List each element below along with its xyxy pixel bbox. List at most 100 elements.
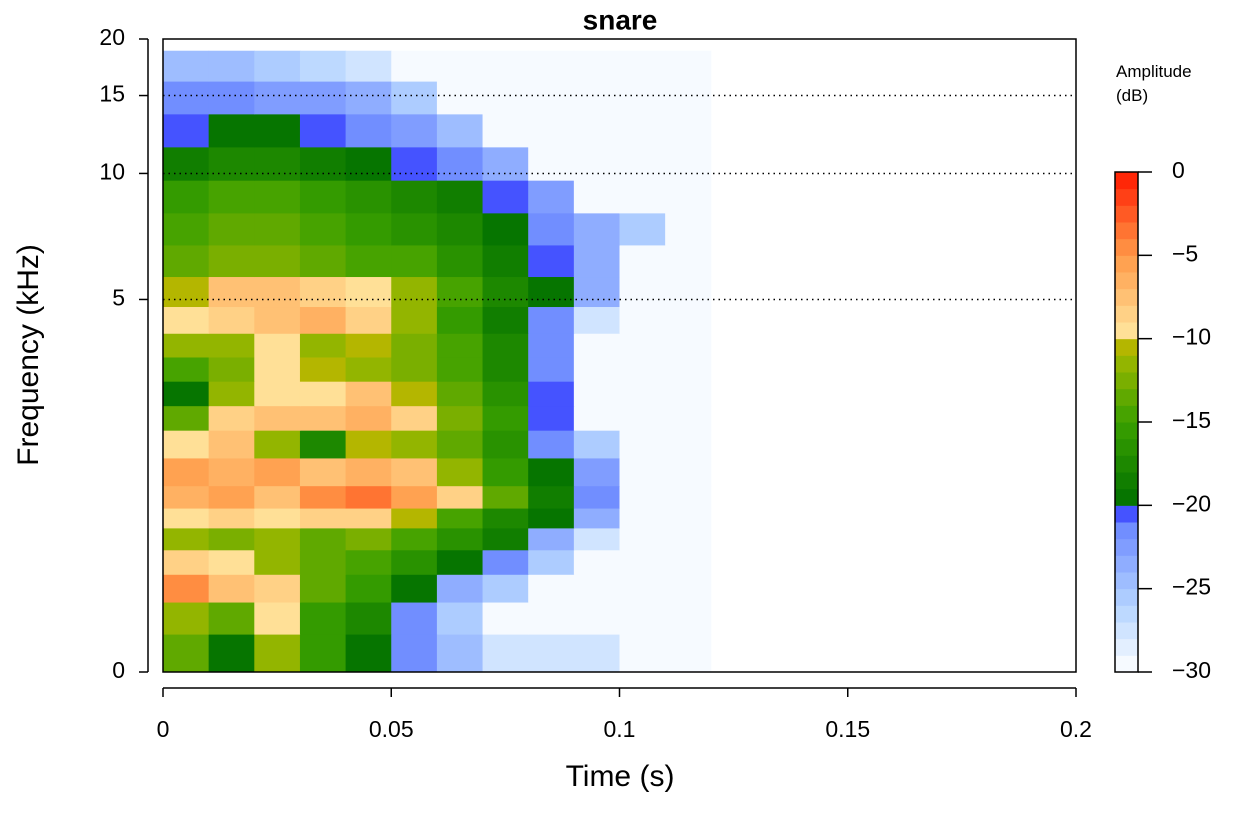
cell [300,634,346,672]
colorbar-band [1115,222,1138,239]
colorbar-band [1115,489,1138,506]
cell [300,406,346,431]
cell [300,333,346,357]
x-tick-label: 0.2 [1060,716,1092,742]
cell [483,213,529,246]
cell [391,574,437,602]
colorbar-band [1115,239,1138,256]
cell [391,245,437,277]
cell [528,245,574,277]
cell [346,213,392,246]
cell [254,486,300,509]
cell [163,406,209,431]
colorbar-band [1115,272,1138,289]
cell [254,550,300,575]
cell [437,634,483,672]
cell [346,381,392,406]
cell [209,277,255,307]
cell [163,430,209,458]
cell [163,458,209,486]
cell [254,430,300,458]
cell [483,81,529,114]
colorbar-band [1115,572,1138,589]
cell [665,333,711,357]
cell [528,51,574,82]
cell [300,381,346,406]
cell [391,528,437,550]
cell [391,114,437,147]
cell [391,147,437,181]
cell [254,180,300,213]
cell [483,486,529,509]
cell [574,528,620,550]
colorbar-band [1115,639,1138,656]
cell [574,147,620,181]
x-tick-label: 0.05 [369,716,414,742]
cell [483,430,529,458]
cell [300,528,346,550]
cell [574,508,620,528]
cell [528,634,574,672]
cell [346,550,392,575]
y-axis-title: Frequency (kHz) [12,244,45,466]
cell [209,486,255,509]
cell [620,277,666,307]
cell [483,307,529,334]
cell [665,245,711,277]
cell [437,277,483,307]
cell [620,574,666,602]
cell [483,458,529,486]
cell [620,430,666,458]
cell [483,333,529,357]
colorbar-tick-label: −15 [1172,407,1211,433]
cell [574,245,620,277]
y-tick-label: 5 [112,285,125,311]
cell [620,381,666,406]
cell [665,508,711,528]
cell [209,307,255,334]
cell [665,528,711,550]
cell [346,114,392,147]
cell [665,180,711,213]
cell [209,245,255,277]
cell [437,180,483,213]
cell [346,81,392,114]
colorbar-band [1115,372,1138,389]
cell [620,114,666,147]
cell [391,51,437,82]
cell [574,458,620,486]
cell [163,51,209,82]
colorbar-band [1115,589,1138,606]
cell [391,277,437,307]
cell [483,528,529,550]
cell [620,634,666,672]
colorbar-band [1115,522,1138,539]
cell [163,114,209,147]
colorbar-band [1115,439,1138,456]
cell [391,381,437,406]
cell [483,381,529,406]
cell [300,508,346,528]
cell [665,147,711,181]
colorbar-band [1115,455,1138,472]
cell [254,51,300,82]
cell [483,357,529,382]
cell [483,277,529,307]
cell [437,147,483,181]
colorbar-band [1115,655,1138,672]
cell [437,406,483,431]
cell [254,213,300,246]
cell [574,307,620,334]
cell [437,550,483,575]
cell [528,458,574,486]
cell [665,357,711,382]
cell [163,245,209,277]
cell [574,634,620,672]
cell [665,213,711,246]
colorbar-band [1115,605,1138,622]
cell [209,333,255,357]
cell [300,277,346,307]
cell [528,307,574,334]
cell [209,357,255,382]
